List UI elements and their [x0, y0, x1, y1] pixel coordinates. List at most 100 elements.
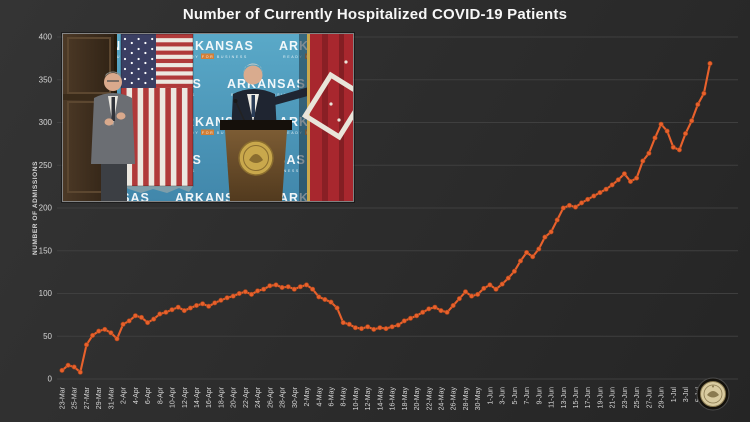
x-tick-label: 16-May — [390, 387, 397, 411]
microphone — [235, 101, 246, 123]
data-point-marker — [157, 311, 163, 317]
backdrop-subtext: READY FOR BUSINESS — [179, 131, 248, 135]
data-point-marker — [383, 326, 389, 332]
data-point-marker — [640, 158, 646, 164]
x-tick-label: 29-Mar — [96, 386, 103, 409]
data-point-marker — [279, 284, 285, 290]
data-point-marker — [59, 367, 65, 373]
data-point-marker — [560, 205, 566, 211]
data-point-marker — [450, 302, 456, 308]
data-point-marker — [120, 321, 126, 327]
data-point-marker — [328, 299, 334, 305]
data-point-marker — [401, 318, 407, 324]
x-tick-label: 3-Jul — [683, 387, 690, 403]
data-point-marker — [365, 324, 371, 330]
us-flag-star — [130, 71, 133, 75]
data-point-marker — [77, 369, 83, 375]
data-point-marker — [646, 150, 652, 156]
interpreter-figure — [91, 71, 135, 201]
us-flag-star — [137, 77, 140, 81]
us-flag-star — [144, 51, 147, 55]
data-point-marker — [676, 147, 682, 153]
x-tick-label: 12-May — [365, 387, 372, 411]
x-tick-label: 29-Jun — [659, 387, 666, 409]
data-point-marker — [603, 186, 609, 192]
data-point-marker — [90, 332, 96, 338]
data-point-marker — [407, 315, 413, 321]
x-tick-label: 1-Jun — [487, 387, 494, 405]
data-point-marker — [71, 364, 77, 370]
backdrop-accent-box — [201, 129, 214, 135]
us-flag-star — [151, 77, 154, 81]
us-flag-star — [130, 61, 133, 65]
x-tick-label: 2-Apr — [121, 386, 128, 404]
data-point-marker — [297, 284, 303, 290]
data-point-marker — [609, 182, 615, 188]
data-point-marker — [206, 303, 212, 309]
arkansas-flag — [301, 34, 353, 201]
data-point-marker — [242, 289, 248, 295]
x-tick-label: 27-Mar — [84, 386, 91, 409]
y-tick-label: 400 — [39, 33, 53, 42]
x-tick-label: 14-May — [377, 387, 384, 411]
data-point-marker — [151, 316, 157, 322]
data-point-marker — [615, 177, 621, 183]
data-point-marker — [126, 318, 132, 324]
x-tick-label: 18-May — [402, 387, 409, 411]
us-flag-star — [144, 71, 147, 75]
x-tick-label: 22-May — [426, 387, 433, 411]
x-tick-label: 30-May — [475, 387, 482, 411]
page-title: Number of Currently Hospitalized COVID-1… — [182, 6, 568, 23]
backdrop-accent-box — [201, 53, 214, 59]
x-tick-label: 21-Jun — [610, 387, 617, 409]
data-point-marker — [224, 295, 230, 301]
x-tick-label: 23-Mar — [60, 386, 67, 409]
data-point-marker — [701, 90, 707, 96]
data-point-marker — [505, 275, 511, 281]
data-point-marker — [200, 301, 206, 307]
us-flag-stripe — [156, 67, 193, 72]
hospitalized-series — [59, 60, 713, 375]
data-point-marker — [475, 291, 481, 297]
data-point-marker — [175, 304, 181, 310]
us-flag-star — [144, 41, 147, 45]
x-tick-label: 6-May — [328, 387, 335, 407]
data-point-marker — [261, 286, 267, 292]
x-tick-label: 26-Apr — [267, 386, 274, 408]
x-tick-label: 19-Jun — [597, 387, 604, 409]
us-flag-star — [123, 47, 127, 51]
data-point-marker — [548, 229, 554, 235]
us-flag-stripe — [156, 83, 193, 88]
us-flag-stripe — [154, 88, 160, 186]
y-axis-ticks: 0 50 100 150 200 250 300 350 400 — [39, 33, 53, 384]
y-tick-label: 50 — [43, 332, 52, 341]
x-tick-label: 30-Apr — [292, 386, 299, 408]
data-point-marker — [585, 196, 591, 202]
data-point-marker — [664, 128, 670, 134]
data-point-marker — [212, 300, 218, 306]
x-tick-label: 25-Jun — [634, 387, 641, 409]
x-tick-label: 3-Jun — [500, 387, 507, 405]
data-point-marker — [481, 285, 487, 291]
us-flag-stripe — [187, 88, 194, 186]
x-tick-label: 23-Jun — [622, 387, 629, 409]
data-point-marker — [499, 281, 505, 287]
data-point-marker — [139, 314, 145, 320]
data-point-marker — [517, 258, 523, 264]
us-flag-star — [130, 41, 133, 45]
data-point-marker — [273, 282, 279, 288]
data-point-marker — [414, 313, 420, 319]
data-point-marker — [181, 308, 187, 314]
x-tick-label: 15-Jun — [573, 387, 580, 409]
x-tick-label: 28-May — [463, 387, 470, 411]
data-point-marker — [108, 330, 114, 336]
data-point-marker — [627, 179, 633, 185]
data-point-marker — [554, 217, 560, 223]
us-flag-star — [144, 81, 147, 85]
data-point-marker — [340, 320, 346, 326]
us-flag-stripe — [156, 50, 193, 55]
us-flag-star — [123, 77, 127, 81]
x-tick-label: 4-May — [316, 387, 323, 407]
backdrop-subtext: READY FOR BUSINESS — [179, 55, 248, 59]
